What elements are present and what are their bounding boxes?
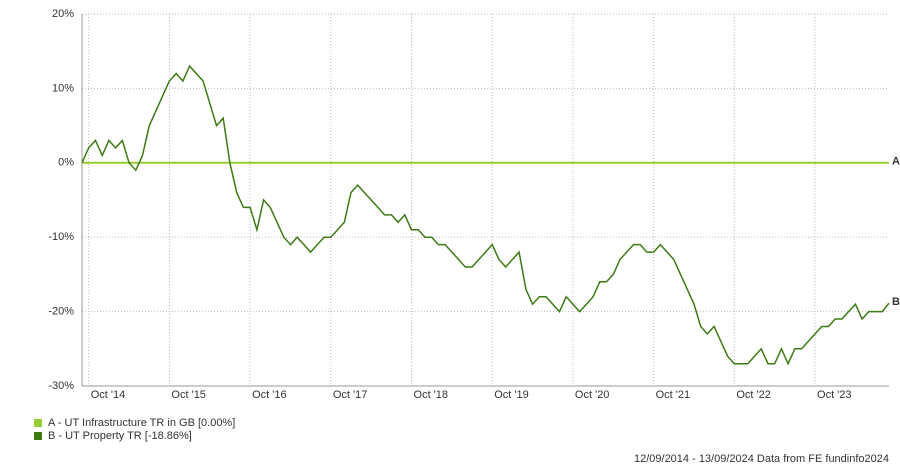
x-tick-label: Oct '20: [575, 389, 610, 401]
y-tick-label: 20%: [52, 8, 74, 20]
y-tick-label: -30%: [48, 380, 74, 392]
legend-label: B - UT Property TR [-18.86%]: [48, 430, 192, 442]
footer: 12/09/2014 - 13/09/2024 Data from FE fun…: [634, 453, 889, 465]
y-tick-label: -20%: [48, 306, 74, 318]
series-line: [81, 64, 890, 366]
x-tick-label: Oct '21: [656, 389, 691, 401]
x-tick-label: Oct '19: [494, 389, 529, 401]
y-tick-label: 0%: [58, 157, 74, 169]
legend-swatch: [34, 432, 42, 440]
x-tick-label: Oct '18: [414, 389, 449, 401]
x-tick-label: Oct '15: [171, 389, 206, 401]
x-tick-label: Oct '23: [817, 389, 852, 401]
legend-label: A - UT Infrastructure TR in GB [0.00%]: [48, 417, 235, 429]
x-tick-label: Oct '17: [333, 389, 368, 401]
end-label: B: [892, 296, 900, 308]
y-tick-label: 10%: [52, 82, 74, 94]
end-label: A: [892, 156, 900, 168]
x-tick-label: Oct '16: [252, 389, 287, 401]
legend-swatch: [34, 419, 42, 427]
y-tick-label: -10%: [48, 231, 74, 243]
x-tick-label: Oct '14: [91, 389, 126, 401]
x-tick-label: Oct '22: [736, 389, 771, 401]
